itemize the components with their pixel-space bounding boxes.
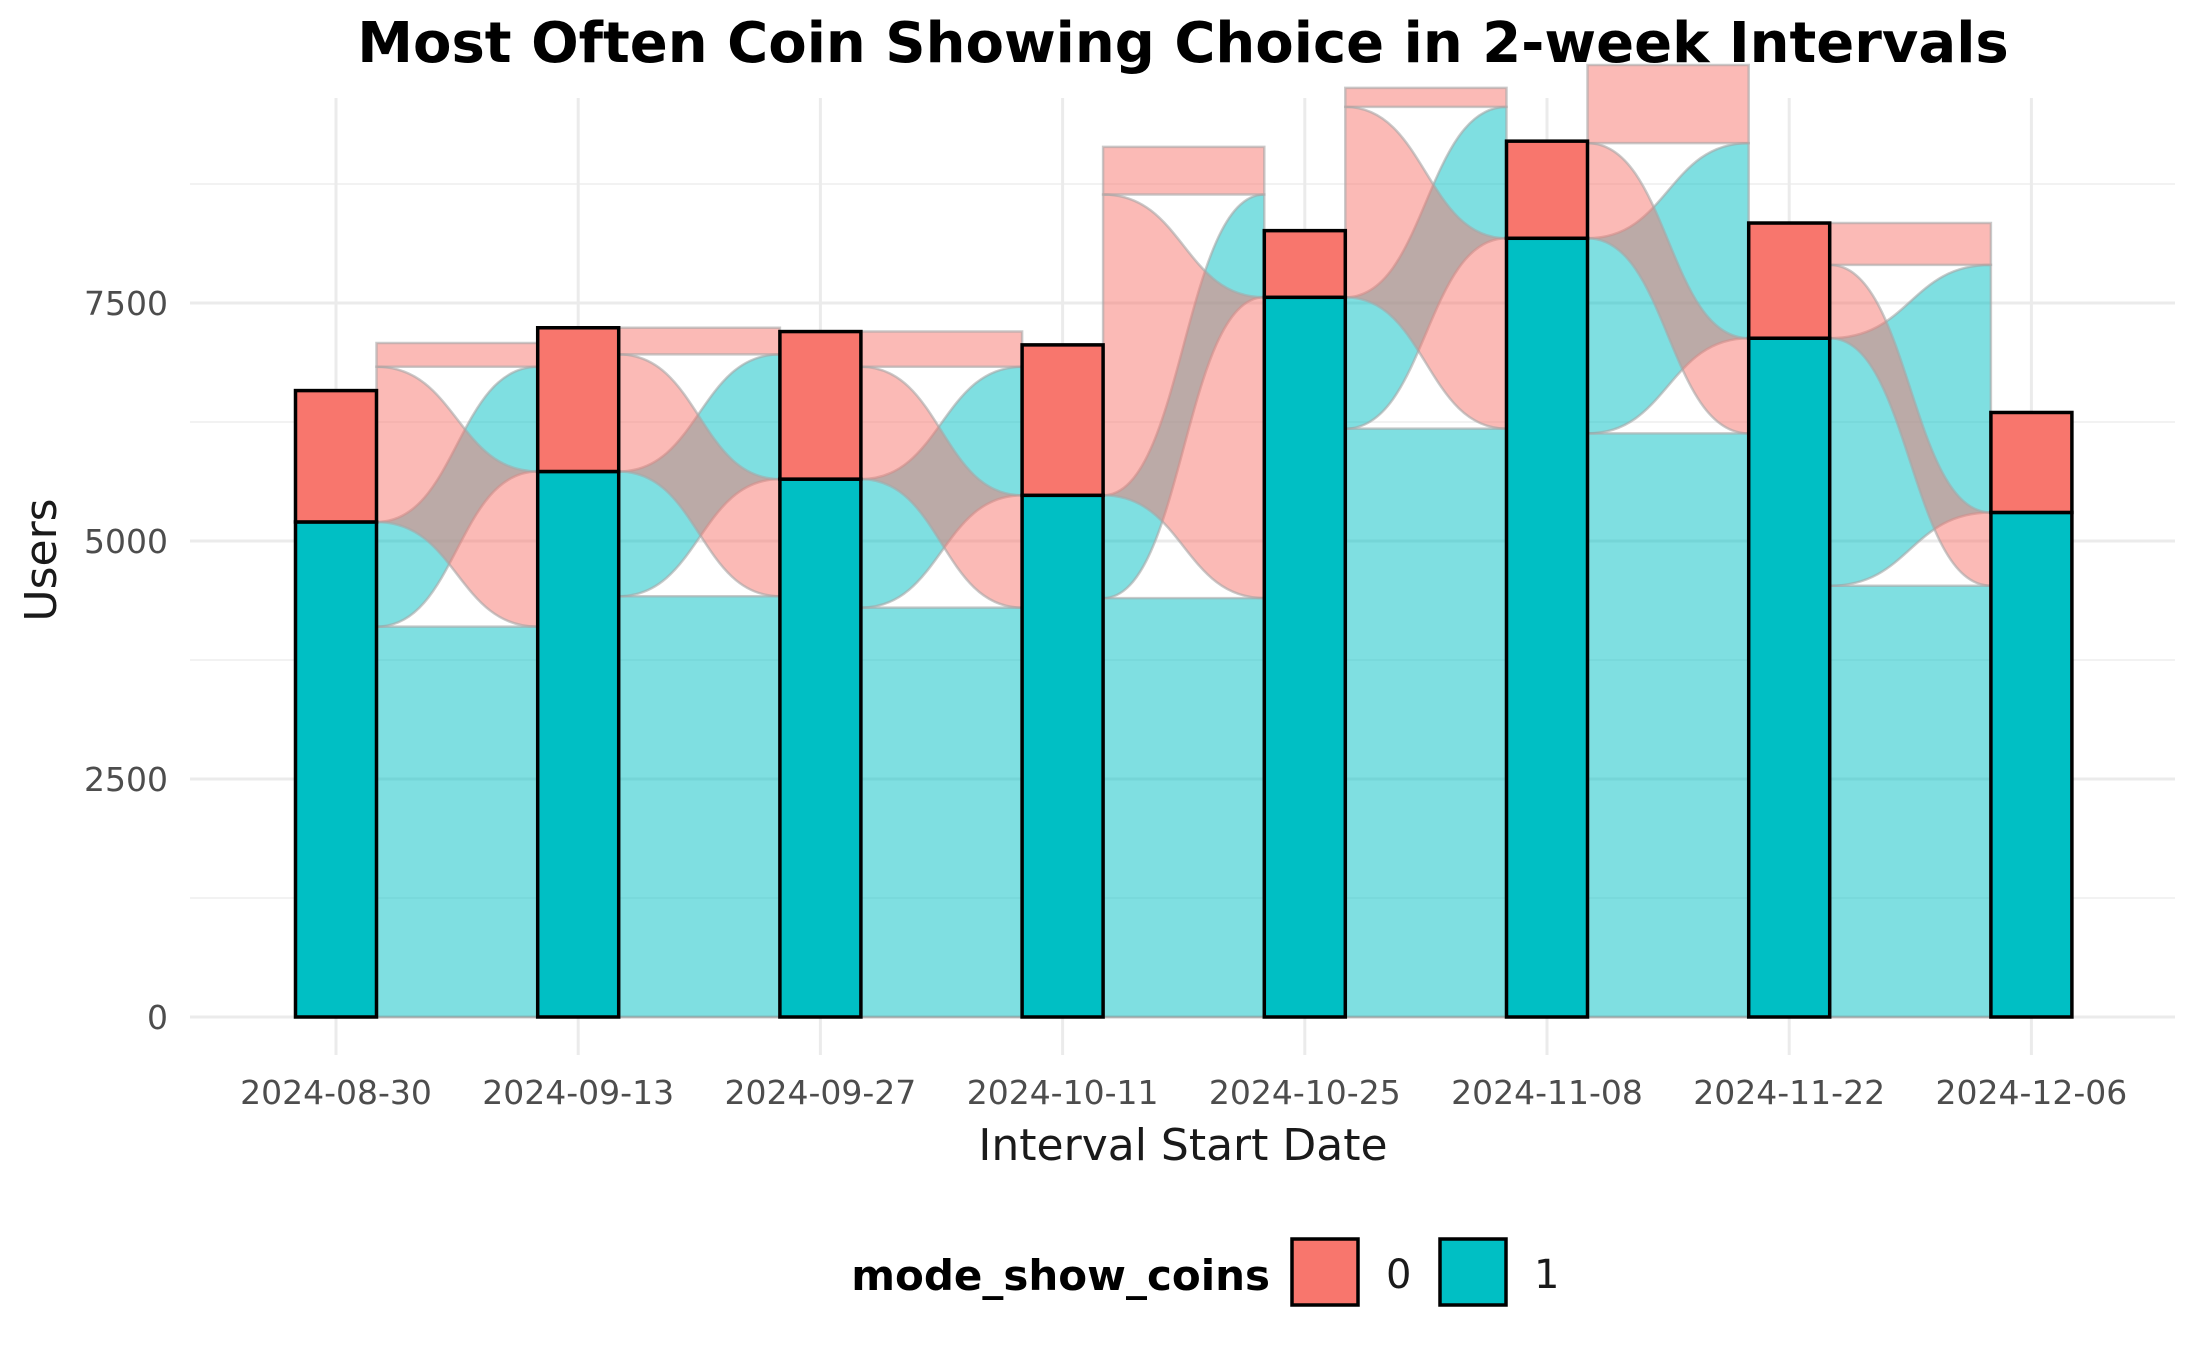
flow-stay-1: [1828, 584, 1993, 1019]
legend-key: [1290, 1237, 1360, 1307]
flow-stay-1: [375, 625, 539, 1019]
bar-segment-0: [778, 329, 863, 481]
flow-stay-1: [617, 594, 782, 1019]
x-axis-title: Interval Start Date: [978, 1120, 1387, 1171]
x-axis-ticks: 2024-08-30 2024-09-13 2024-09-27 2024-10-11…: [240, 1073, 2127, 1112]
x-tick-label: 2024-10-25: [1209, 1073, 1401, 1112]
y-axis-ticks: 0 2500 5000 7500: [84, 284, 168, 1037]
chart-title: Most Often Coin Showing Choice in 2-week…: [357, 11, 2008, 76]
bar-segment-1: [1262, 295, 1348, 1019]
flow-stay-0: [1101, 145, 1266, 196]
x-tick-label: 2024-12-06: [1936, 1073, 2128, 1112]
x-tick-label: 2024-08-30: [240, 1073, 432, 1112]
bar-segment-0: [1262, 228, 1348, 300]
flow-stay-0: [859, 330, 1024, 369]
stacked-bars: [293, 139, 2074, 1019]
bar-segment-0: [293, 388, 379, 524]
y-tick-label: 7500: [84, 284, 168, 323]
x-tick-label: 2024-09-27: [725, 1073, 917, 1112]
flow-stay-0: [617, 326, 782, 356]
y-tick-label: 5000: [84, 522, 168, 561]
bar-segment-0: [1504, 139, 1590, 241]
flow-bands: [375, 63, 1993, 1019]
flow-stay-1: [1101, 596, 1266, 1019]
flow-stay-0: [1344, 86, 1508, 109]
flow-stay-0: [375, 341, 539, 369]
flow-stay-1: [859, 606, 1024, 1019]
bar-segment-1: [535, 469, 621, 1019]
bar-segment-1: [1504, 236, 1590, 1019]
x-tick-label: 2024-11-22: [1693, 1073, 1885, 1112]
legend-label: 0: [1386, 1252, 1411, 1298]
y-tick-label: 0: [147, 998, 168, 1037]
flow-stay-0: [1828, 221, 1993, 267]
bar-segment-1: [778, 477, 863, 1019]
y-axis-title: Users: [16, 498, 67, 621]
flow-stay-0: [1586, 63, 1750, 145]
y-tick-label: 2500: [84, 760, 168, 799]
bar-segment-1: [1020, 493, 1105, 1019]
legend-title: mode_show_coins: [851, 1251, 1270, 1300]
bar-segment-0: [535, 326, 621, 474]
bar-segment-1: [1746, 336, 1832, 1019]
legend-label: 1: [1534, 1252, 1559, 1298]
flow-stay-1: [1344, 427, 1508, 1019]
bar-segment-0: [1989, 410, 2074, 515]
bar-segment-1: [293, 520, 379, 1019]
x-tick-label: 2024-10-11: [967, 1073, 1159, 1112]
flow-stay-1: [1586, 432, 1750, 1019]
x-tick-label: 2024-11-08: [1451, 1073, 1643, 1112]
legend-key: [1438, 1237, 1508, 1307]
x-tick-label: 2024-09-13: [482, 1073, 674, 1112]
bar-segment-0: [1020, 343, 1105, 498]
bar-segment-1: [1989, 510, 2074, 1019]
bar-segment-0: [1746, 221, 1832, 340]
